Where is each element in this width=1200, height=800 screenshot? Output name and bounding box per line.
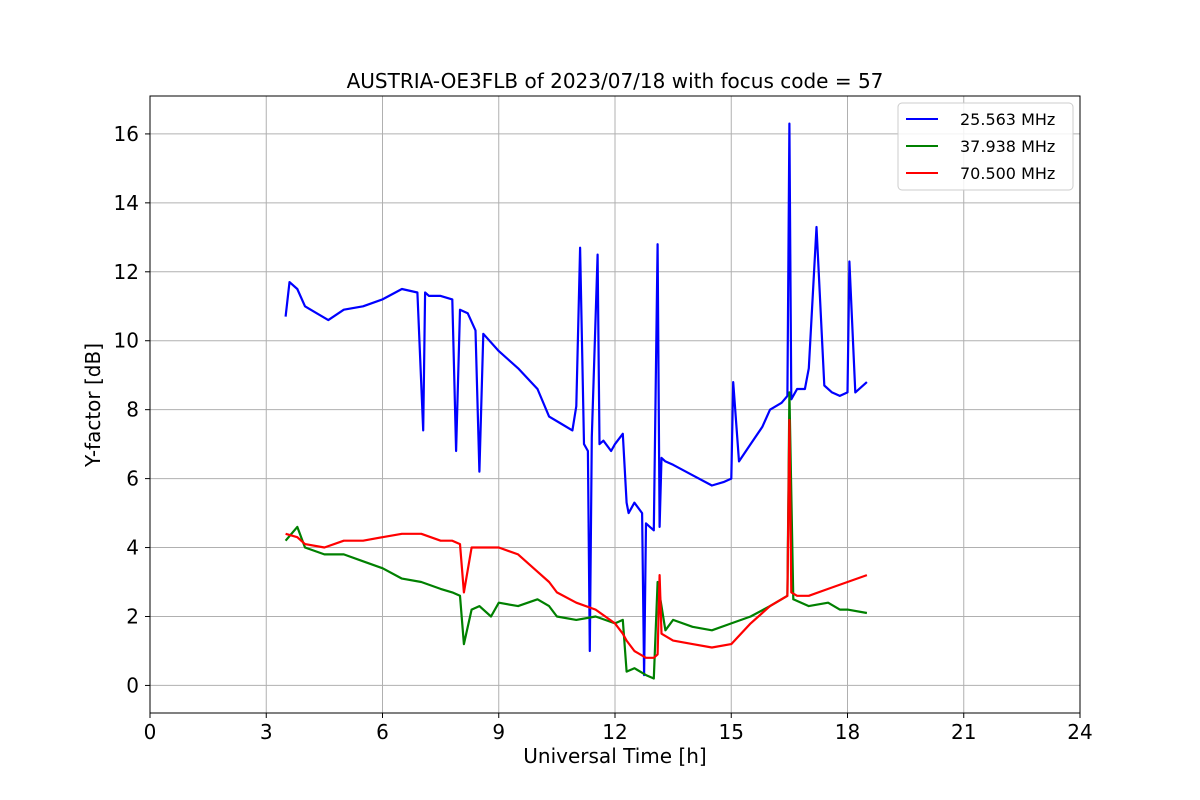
x-tick-label: 0 [144,720,157,744]
y-tick-label: 4 [126,536,139,560]
x-tick-label: 3 [260,720,273,744]
x-tick-label: 21 [951,720,976,744]
y-tick-label: 0 [126,673,139,697]
x-tick-label: 24 [1067,720,1092,744]
x-tick-label: 6 [376,720,389,744]
x-tick-label: 18 [835,720,860,744]
y-tick-label: 10 [114,329,139,353]
legend-box [897,102,1074,191]
y-tick-label: 2 [126,604,139,628]
y-tick-label: 14 [114,191,139,215]
series-line-2 [285,418,868,659]
series-line-0 [284,122,868,677]
y-tick-label: 16 [114,122,139,146]
y-tick-label: 6 [126,467,139,491]
x-tick-label: 15 [719,720,744,744]
legend-label-0: 25.563 MHz [960,110,1055,129]
x-axis-label: Universal Time [h] [523,744,706,768]
x-tick-label: 12 [602,720,627,744]
x-tick-label: 9 [492,720,505,744]
y-axis-label: Y-factor [dB] [81,343,105,468]
y-tick-label: 8 [126,398,139,422]
legend-label-2: 70.500 MHz [960,164,1055,183]
legend: 25.563 MHz 37.938 MHz 70.500 MHz [897,102,1074,191]
legend-label-1: 37.938 MHz [960,137,1055,156]
y-tick-label: 12 [114,260,139,284]
series-layer [284,122,868,680]
chart-title: AUSTRIA-OE3FLB of 2023/07/18 with focus … [347,69,884,93]
